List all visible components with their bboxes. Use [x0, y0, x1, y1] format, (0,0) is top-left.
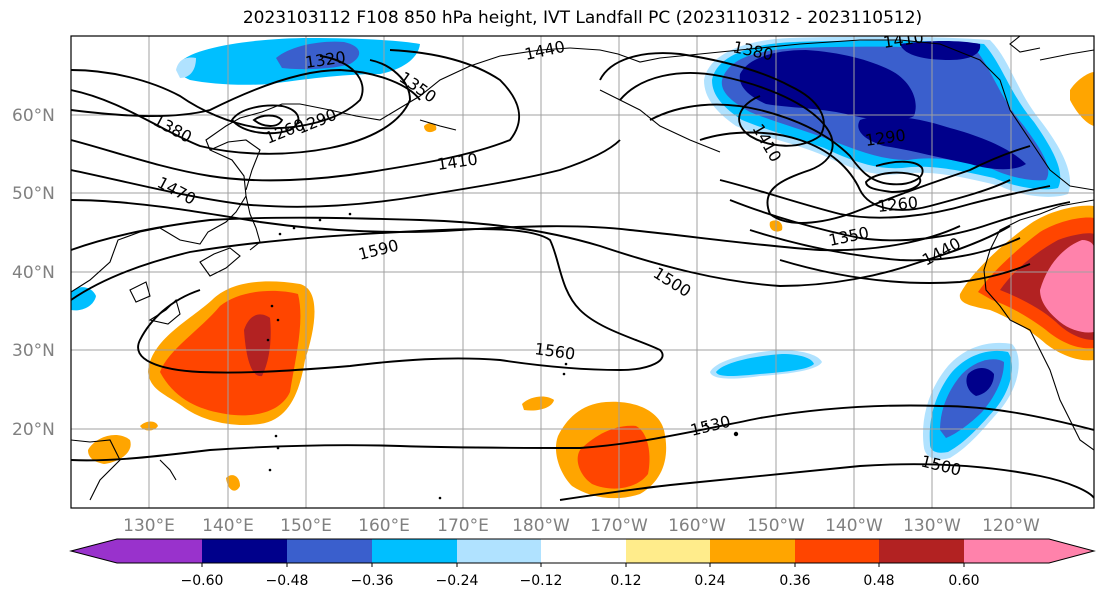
lon-label: 120°W — [982, 516, 1040, 536]
contour-label: 1260 — [876, 193, 918, 216]
colorbar-tick-label: −0.12 — [520, 573, 563, 589]
colorbar-tick-label: 0.48 — [863, 573, 894, 589]
lon-label: 170°E — [437, 516, 489, 536]
colorbar-outline — [69, 538, 1096, 564]
lat-labels: 60°N 50°N 40°N 30°N 20°N — [12, 106, 55, 440]
shade-region-small-neg-1 — [71, 287, 96, 311]
colorbar-segment — [457, 539, 541, 563]
colorbar-tick-label: −0.24 — [436, 573, 479, 589]
map-frame — [70, 35, 1095, 509]
lat-label: 20°N — [12, 420, 55, 440]
shade-region-wpac-core — [244, 314, 271, 377]
shade-region-small-6 — [424, 123, 437, 133]
gridlines — [71, 36, 1094, 508]
colorbar-extend-low — [71, 539, 117, 563]
colorbar-tick-label: −0.60 — [181, 573, 224, 589]
height-contours — [71, 49, 1094, 501]
lat-label: 40°N — [12, 263, 55, 283]
lon-label: 170°W — [590, 516, 648, 536]
colorbar-segment — [879, 539, 964, 563]
colorbar-segment — [710, 539, 795, 563]
colorbar-tick-label: −0.48 — [266, 573, 309, 589]
colorbar-tick-label: −0.36 — [351, 573, 394, 589]
colorbar-segment — [372, 539, 457, 563]
colorbar: −0.60 −0.48 −0.36 −0.24 −0.12 0.12 0.24 … — [69, 538, 1096, 589]
lat-label: 30°N — [12, 341, 55, 361]
lon-label: 140°W — [825, 516, 883, 536]
colorbar-ticks — [201, 563, 965, 567]
colorbar-segment — [287, 539, 372, 563]
colorbar-tick-label: 0.12 — [610, 573, 641, 589]
shade-region-baja-dark — [966, 368, 994, 396]
positive-shading — [88, 72, 1094, 499]
colorbar-segment — [117, 539, 202, 563]
lon-label: 180°W — [512, 516, 570, 536]
islands — [266, 212, 739, 500]
shade-region-goa-dark-3 — [900, 41, 981, 60]
lon-labels: 130°E 140°E 150°E 160°E 170°E 180°W 170°… — [123, 516, 1040, 536]
lon-label: 160°E — [358, 516, 410, 536]
lat-label: 50°N — [12, 184, 55, 204]
colorbar-segment — [541, 539, 626, 563]
colorbar-tick-label: 0.60 — [948, 573, 979, 589]
colorbar-segment — [795, 539, 879, 563]
lon-label: 160°W — [668, 516, 726, 536]
colorbar-segment — [202, 539, 287, 563]
lon-label: 130°W — [903, 516, 961, 536]
shade-region-small-3 — [226, 475, 240, 491]
map-content: 1320 1350 1440 1380 1410 1410 1380 1470 … — [71, 36, 1094, 508]
shade-region-goa-dark — [739, 50, 916, 121]
map-title: 2023103112 F108 850 hPa height, IVT Land… — [242, 8, 923, 28]
lon-label: 150°E — [280, 516, 332, 536]
lon-label: 130°E — [123, 516, 175, 536]
colorbar-tick-label: 0.24 — [694, 573, 725, 589]
colorbar-segment — [964, 539, 1049, 563]
shade-region-canada-small — [1070, 72, 1094, 126]
colorbar-segment — [626, 539, 710, 563]
shade-region-bering-inner — [276, 41, 360, 70]
colorbar-extend-high — [1049, 539, 1094, 563]
lat-label: 60°N — [12, 106, 55, 126]
lon-label: 140°E — [202, 516, 254, 536]
shade-region-small-1 — [522, 396, 554, 411]
colorbar-tick-label: 0.36 — [779, 573, 810, 589]
shade-region-hawaii-ne-inner — [716, 354, 814, 376]
shade-region-uswest-pink — [1040, 240, 1094, 333]
lon-label: 150°W — [747, 516, 805, 536]
shade-region-goa-dark-2 — [858, 116, 1026, 170]
shade-region-bering-light — [176, 57, 196, 78]
shade-region-small-2 — [88, 435, 131, 464]
